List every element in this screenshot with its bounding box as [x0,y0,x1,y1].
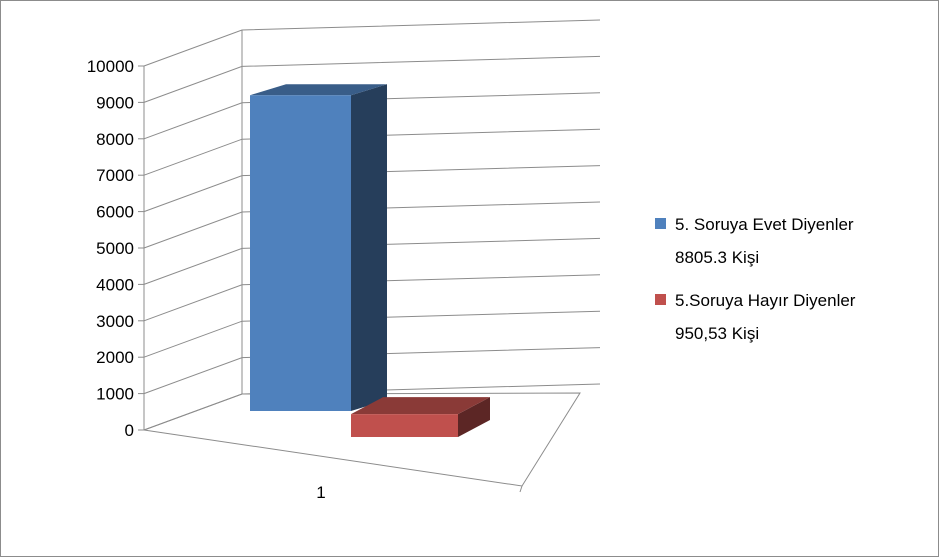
gridline [143,19,601,67]
bar-top-face [351,397,490,415]
x-tick-mark [519,485,523,493]
legend-label-hayir-line1: 5.Soruya Hayır Diyenler [675,291,856,310]
legend-item-hayir: 5.Soruya Hayır Diyenler 950,53 Kişi [655,291,856,343]
legend-label-evet-line1: 5. Soruya Evet Diyenler [675,215,854,234]
y-tick-label: 3000 [96,312,134,331]
legend-label-hayir-line2: 950,53 Kişi [675,324,759,343]
y-tick-label: 1000 [96,385,134,404]
y-tick-label: 10000 [87,57,134,76]
y-tick-label: 9000 [96,93,134,112]
y-tick-label: 7000 [96,166,134,185]
legend-swatch-evet [655,218,666,229]
y-tick-label: 0 [125,421,134,440]
floor-plane [143,392,581,487]
bar-side-face [351,84,387,411]
bar-top-face [250,84,387,96]
x-tick-label: 1 [316,483,325,502]
bars [250,84,490,437]
y-tick-label: 8000 [96,130,134,149]
legend-swatch-hayir [655,294,666,305]
y-tick-label: 5000 [96,239,134,258]
x-axis: 1 [316,483,325,502]
bar-front-face [351,414,458,437]
bar-hayir [351,397,490,437]
legend-item-evet: 5. Soruya Evet Diyenler 8805.3 Kişi [655,215,854,267]
y-tick-label: 6000 [96,203,134,222]
bar-side-face [458,397,490,437]
chart-floor [143,392,581,493]
legend: 5. Soruya Evet Diyenler 8805.3 Kişi 5.So… [655,215,856,343]
y-tick-label: 2000 [96,348,134,367]
y-tick-label: 4000 [96,275,134,294]
bar-front-face [250,95,351,411]
legend-label-evet-line2: 8805.3 Kişi [675,248,759,267]
y-axis: 0 1000 2000 3000 4000 5000 6000 7000 8000 9000 100… [87,57,145,440]
bar-evet [250,84,387,411]
